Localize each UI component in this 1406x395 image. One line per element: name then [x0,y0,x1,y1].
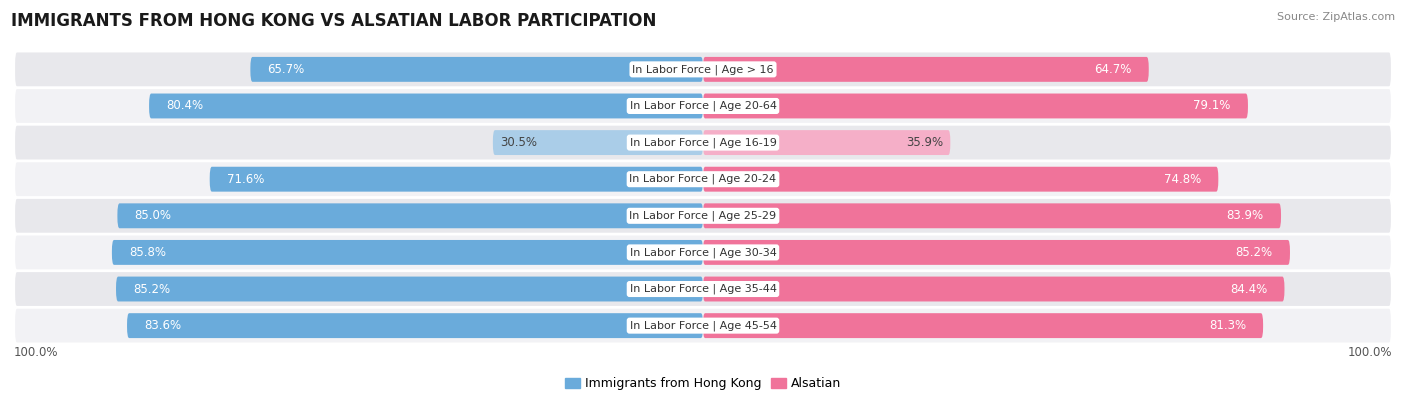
Text: 100.0%: 100.0% [14,346,59,359]
Text: In Labor Force | Age 30-34: In Labor Force | Age 30-34 [630,247,776,258]
FancyBboxPatch shape [14,51,1392,87]
Text: 64.7%: 64.7% [1094,63,1132,76]
FancyBboxPatch shape [494,130,703,155]
Text: 65.7%: 65.7% [267,63,305,76]
Text: 83.6%: 83.6% [145,319,181,332]
Text: In Labor Force | Age 45-54: In Labor Force | Age 45-54 [630,320,776,331]
Text: 85.0%: 85.0% [135,209,172,222]
Text: In Labor Force | Age > 16: In Labor Force | Age > 16 [633,64,773,75]
Text: In Labor Force | Age 16-19: In Labor Force | Age 16-19 [630,137,776,148]
Text: In Labor Force | Age 25-29: In Labor Force | Age 25-29 [630,211,776,221]
Text: 85.2%: 85.2% [134,282,170,295]
Legend: Immigrants from Hong Kong, Alsatian: Immigrants from Hong Kong, Alsatian [560,372,846,395]
FancyBboxPatch shape [117,203,703,228]
FancyBboxPatch shape [112,240,703,265]
FancyBboxPatch shape [14,271,1392,307]
Text: In Labor Force | Age 20-24: In Labor Force | Age 20-24 [630,174,776,184]
Text: 71.6%: 71.6% [226,173,264,186]
Text: In Labor Force | Age 35-44: In Labor Force | Age 35-44 [630,284,776,294]
Text: 80.4%: 80.4% [166,100,204,113]
FancyBboxPatch shape [703,167,1219,192]
FancyBboxPatch shape [703,130,950,155]
FancyBboxPatch shape [14,161,1392,197]
FancyBboxPatch shape [703,94,1249,118]
FancyBboxPatch shape [127,313,703,338]
FancyBboxPatch shape [14,308,1392,344]
FancyBboxPatch shape [703,313,1263,338]
FancyBboxPatch shape [14,235,1392,270]
FancyBboxPatch shape [14,198,1392,234]
Text: 83.9%: 83.9% [1226,209,1264,222]
Text: IMMIGRANTS FROM HONG KONG VS ALSATIAN LABOR PARTICIPATION: IMMIGRANTS FROM HONG KONG VS ALSATIAN LA… [11,12,657,30]
FancyBboxPatch shape [209,167,703,192]
FancyBboxPatch shape [117,276,703,301]
FancyBboxPatch shape [149,94,703,118]
Text: In Labor Force | Age 20-64: In Labor Force | Age 20-64 [630,101,776,111]
FancyBboxPatch shape [250,57,703,82]
Text: Source: ZipAtlas.com: Source: ZipAtlas.com [1277,12,1395,22]
Text: 84.4%: 84.4% [1230,282,1267,295]
Text: 74.8%: 74.8% [1164,173,1201,186]
Text: 81.3%: 81.3% [1209,319,1246,332]
FancyBboxPatch shape [703,57,1149,82]
Text: 100.0%: 100.0% [1347,346,1392,359]
FancyBboxPatch shape [14,125,1392,160]
FancyBboxPatch shape [703,203,1281,228]
Text: 85.8%: 85.8% [129,246,166,259]
FancyBboxPatch shape [14,88,1392,124]
FancyBboxPatch shape [703,240,1289,265]
FancyBboxPatch shape [703,276,1285,301]
Text: 30.5%: 30.5% [499,136,537,149]
Text: 79.1%: 79.1% [1194,100,1230,113]
Text: 85.2%: 85.2% [1236,246,1272,259]
Text: 35.9%: 35.9% [907,136,943,149]
